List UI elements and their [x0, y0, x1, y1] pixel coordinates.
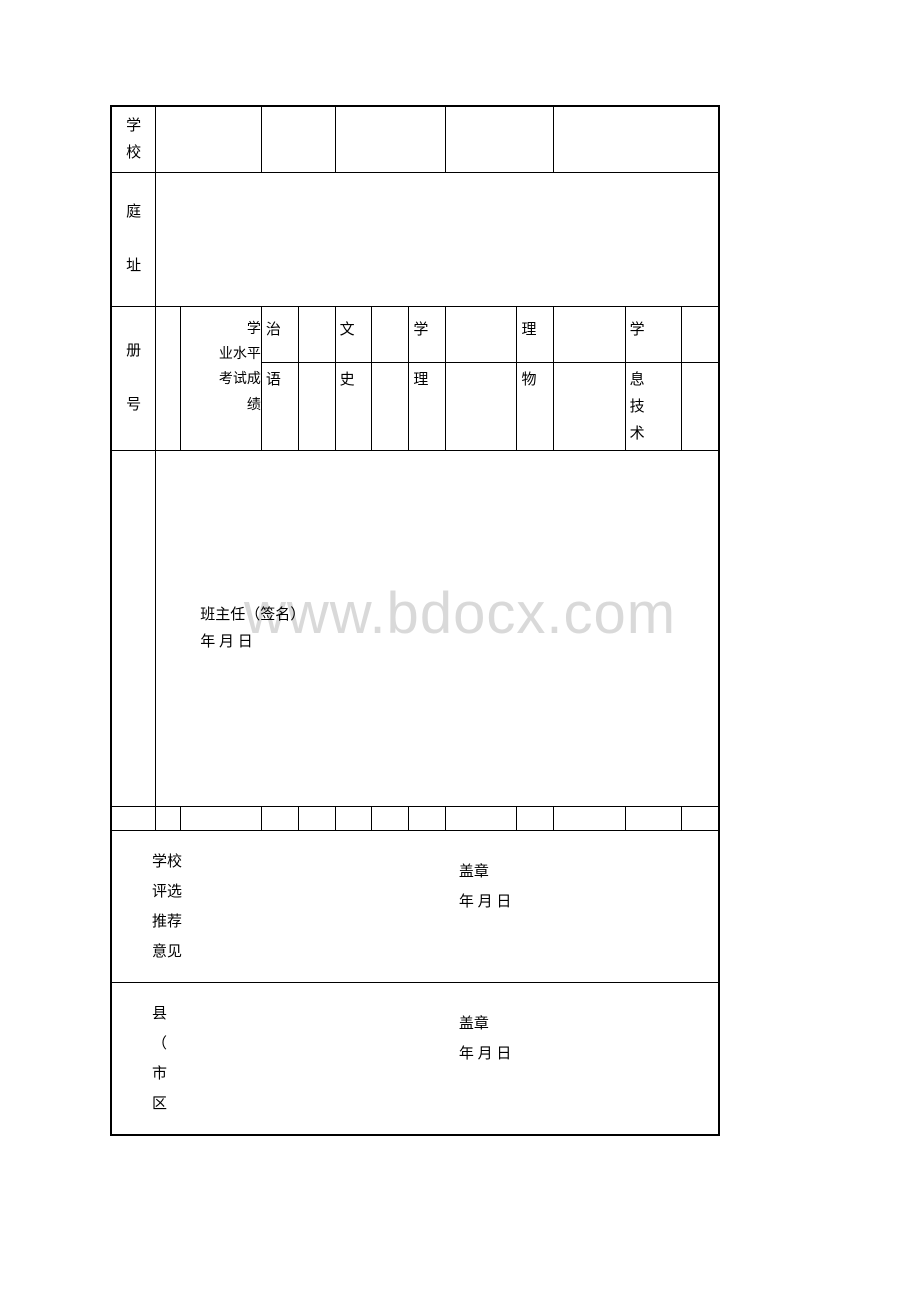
- label-exam: 学 业水平 考试成 绩: [180, 307, 261, 451]
- label-register: 册 号: [112, 307, 156, 451]
- thin-6: [335, 807, 372, 831]
- signature-text: 班主任（签名） 年 月 日: [160, 602, 714, 656]
- thin-3: [180, 807, 261, 831]
- subject-r1-1: 治: [261, 307, 298, 363]
- thin-13: [682, 807, 719, 831]
- cell-school-1: [156, 107, 262, 173]
- thin-9: [446, 807, 517, 831]
- thin-2: [156, 807, 181, 831]
- cell-r1-1: [298, 307, 335, 363]
- cell-r1-5: [682, 307, 719, 363]
- label-address: 庭 址: [112, 173, 156, 307]
- subject-r1-3: 学: [409, 307, 446, 363]
- thin-4: [261, 807, 298, 831]
- thin-1: [112, 807, 156, 831]
- label-school-opinion: 学校 评选 推荐 意见: [112, 831, 409, 983]
- cell-r2-4: [554, 363, 625, 451]
- cell-signature: 班主任（签名） 年 月 日: [156, 451, 719, 807]
- form-table: 学 校 庭 址 册 号 学 业水平 考试成 绩 治 文 学 理 学: [110, 105, 720, 1136]
- cell-r1-3: [446, 307, 517, 363]
- cell-school-3: [335, 107, 446, 173]
- subject-r1-4: 理: [517, 307, 554, 363]
- cell-school-5: [554, 107, 719, 173]
- label-school: 学 校: [112, 107, 156, 173]
- subject-r1-2: 文: [335, 307, 372, 363]
- cell-school-4: [446, 107, 554, 173]
- thin-11: [554, 807, 625, 831]
- subject-r2-1: 语: [261, 363, 298, 451]
- cell-sign-left: [112, 451, 156, 807]
- subject-r2-4: 物: [517, 363, 554, 451]
- cell-r2-2: [372, 363, 409, 451]
- subject-r2-3: 理: [409, 363, 446, 451]
- subject-r2-2: 史: [335, 363, 372, 451]
- thin-10: [517, 807, 554, 831]
- cell-stamp-2: 盖章 年 月 日: [409, 983, 719, 1135]
- thin-12: [625, 807, 682, 831]
- cell-stamp-1: 盖章 年 月 日: [409, 831, 719, 983]
- cell-reg-blank: [156, 307, 181, 451]
- thin-5: [298, 807, 335, 831]
- cell-r2-1: [298, 363, 335, 451]
- cell-school-2: [261, 107, 335, 173]
- cell-address: [156, 173, 719, 307]
- subject-r2-5: 息 技 术: [625, 363, 682, 451]
- cell-r1-4: [554, 307, 625, 363]
- label-county: 县 （ 市 区: [112, 983, 409, 1135]
- subject-r1-5: 学: [625, 307, 682, 363]
- cell-r1-2: [372, 307, 409, 363]
- thin-7: [372, 807, 409, 831]
- thin-8: [409, 807, 446, 831]
- cell-r2-3: [446, 363, 517, 451]
- cell-r2-5: [682, 363, 719, 451]
